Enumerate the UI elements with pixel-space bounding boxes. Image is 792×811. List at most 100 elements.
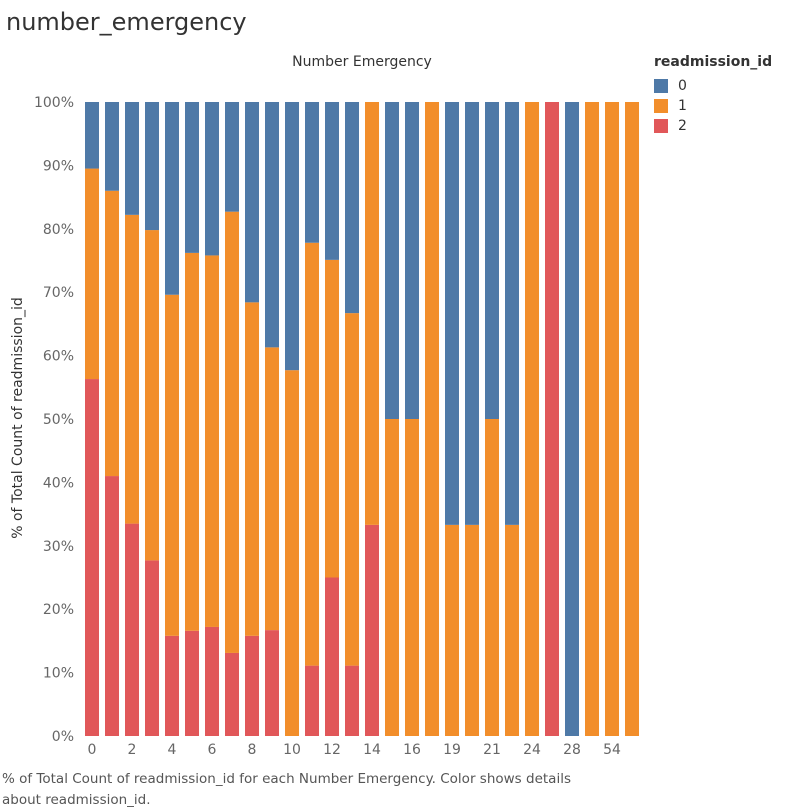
y-tick-label: 60%: [43, 349, 74, 365]
bar-segment[interactable]: 8 / 0: 31.6%: [245, 102, 259, 303]
y-tick-label: 20%: [43, 602, 74, 618]
bar-segment[interactable]: 0 / 0: 10.5%: [85, 102, 99, 169]
x-tick-label: 54: [603, 742, 621, 758]
bar-segment[interactable]: 11 / 0: 22.2%: [305, 102, 319, 243]
bar-segment[interactable]: 16 / 1: 50%: [405, 419, 419, 736]
bar-segment[interactable]: 16 / 0: 50%: [405, 102, 419, 419]
y-tick-labels: 0% 10% 20% 30% 40% 50% 60% 70% 80% 90% 100%: [34, 95, 74, 745]
legend-swatch-1: [654, 99, 668, 113]
bar-segment[interactable]: 0 / 2: 56.3%: [85, 379, 99, 736]
bar-segment[interactable]: 7 / 1: 69.6%: [225, 211, 239, 653]
x-tick-label: 16: [403, 742, 421, 758]
y-axis-label: % of Total Count of readmission_id: [10, 297, 26, 539]
bar-segment[interactable]: 54 / 1: 100%: [605, 102, 619, 736]
bar-segment[interactable]: 24 / 1: 100%: [525, 102, 539, 736]
bar-segment[interactable]: 18 / 1: 100%: [425, 102, 439, 736]
bar-segment[interactable]: 8 / 2: 15.8%: [245, 635, 259, 736]
bar-segment[interactable]: 10 / 0: 42.3%: [285, 102, 299, 371]
bar-segment[interactable]: 28 / 0: 100%: [565, 102, 579, 736]
bar-segment[interactable]: 21 / 1: 50%: [485, 419, 499, 736]
bar-segment[interactable]: 11 / 1: 66.7%: [305, 242, 319, 666]
x-tick-label: 14: [363, 742, 381, 758]
bar-segment[interactable]: 2 / 2: 33.5%: [125, 523, 139, 736]
bar-segment[interactable]: 12 / 0: 24.9%: [325, 102, 339, 260]
legend-item-0[interactable]: 0: [654, 76, 772, 96]
x-tick-label: 24: [523, 742, 541, 758]
bar-segment[interactable]: 8 / 1: 52.6%: [245, 302, 259, 636]
x-tick-label: 2: [128, 742, 137, 758]
bar-segment[interactable]: 19 / 1: 33.3%: [445, 524, 459, 736]
x-tick-label: 19: [443, 742, 461, 758]
y-tick-label: 30%: [43, 539, 74, 555]
bars: 0 / 2: 56.3%0 / 1: 33.2%0 / 0: 10.5% 1 / …: [85, 102, 639, 736]
bar-segment[interactable]: 9 / 0: 38.7%: [265, 102, 279, 348]
bar-segment[interactable]: 3 / 1: 52.1%: [145, 230, 159, 561]
legend: readmission_id 0 1 2: [654, 54, 772, 136]
y-tick-label: 70%: [43, 285, 74, 301]
bar-segment[interactable]: 15 / 0: 50%: [385, 102, 399, 419]
bar-segment[interactable]: 19 / 0: 66.7%: [445, 102, 459, 525]
bar-segment[interactable]: 13 / 2: 11.1%: [345, 665, 359, 736]
bar-segment[interactable]: 15 / 1: 50%: [385, 419, 399, 736]
bar-segment[interactable]: 3 / 0: 20.2%: [145, 102, 159, 231]
bar-segment[interactable]: 6 / 1: 58.6%: [205, 255, 219, 627]
legend-swatch-0: [654, 79, 668, 93]
bar-segment[interactable]: 7 / 2: 13.1%: [225, 652, 239, 736]
x-tick-label: 12: [323, 742, 341, 758]
x-tick-label: 0: [88, 742, 97, 758]
legend-item-2[interactable]: 2: [654, 116, 772, 136]
y-tick-label: 90%: [43, 158, 74, 174]
y-tick-label: 100%: [34, 95, 74, 111]
bar-segment[interactable]: 2 / 1: 48.7%: [125, 214, 139, 524]
bar-segment[interactable]: 0 / 1: 33.2%: [85, 168, 99, 380]
bar-segment[interactable]: 13 / 1: 55.6%: [345, 313, 359, 666]
y-tick-label: 10%: [43, 666, 74, 682]
bar-segment[interactable]: 22 / 1: 33.3%: [505, 524, 519, 736]
bar-segment[interactable]: 21 / 0: 50%: [485, 102, 499, 419]
x-tick-label: 8: [248, 742, 257, 758]
bar-segment[interactable]: 6 / 0: 24.2%: [205, 102, 219, 256]
y-tick-label: 40%: [43, 475, 74, 491]
bar-segment[interactable]: 14 / 2: 33.3%: [365, 524, 379, 736]
bar-segment[interactable]: 7 / 0: 17.3%: [225, 102, 239, 212]
bar-segment[interactable]: 5 / 0: 23.8%: [185, 102, 199, 253]
x-tick-label: 10: [283, 742, 301, 758]
y-tick-label: 0%: [52, 729, 74, 745]
bar-segment[interactable]: 37 / 1: 100%: [585, 102, 599, 736]
sheet-title: number_emergency: [6, 8, 247, 36]
bar-segment[interactable]: 14 / 1: 66.7%: [365, 102, 379, 525]
bar-segment[interactable]: 3 / 2: 27.7%: [145, 560, 159, 736]
bar-segment[interactable]: 12 / 2: 25%: [325, 577, 339, 737]
bar-segment[interactable]: 6 / 2: 17.2%: [205, 626, 219, 736]
x-tick-label: 6: [208, 742, 217, 758]
bar-segment[interactable]: 5 / 2: 16.6%: [185, 630, 199, 736]
chart-title: Number Emergency: [292, 54, 432, 70]
legend-label-1: 1: [678, 98, 687, 114]
bar-segment[interactable]: 1 / 2: 41%: [105, 476, 119, 736]
bar-segment[interactable]: 25 / 2: 100%: [545, 102, 559, 736]
bar-segment[interactable]: 64 / 1: 100%: [625, 102, 639, 736]
bar-segment[interactable]: 22 / 0: 66.7%: [505, 102, 519, 525]
bar-segment[interactable]: 5 / 1: 59.6%: [185, 252, 199, 631]
x-tick-labels: 0 2 4 6 8 10 12 14 16 19 21 24 28 54: [88, 742, 621, 758]
bar-segment[interactable]: 4 / 2: 15.8%: [165, 635, 179, 736]
y-tick-label: 50%: [43, 412, 74, 428]
bar-segment[interactable]: 20 / 1: 33.3%: [465, 524, 479, 736]
bar-segment[interactable]: 10 / 1: 57.7%: [285, 370, 299, 736]
bar-segment[interactable]: 4 / 1: 53.8%: [165, 294, 179, 636]
bar-segment[interactable]: 13 / 0: 33.3%: [345, 102, 359, 314]
x-tick-label: 28: [563, 742, 581, 758]
legend-item-1[interactable]: 1: [654, 96, 772, 116]
y-tick-label: 80%: [43, 222, 74, 238]
bar-segment[interactable]: 4 / 0: 30.4%: [165, 102, 179, 295]
legend-label-0: 0: [678, 78, 687, 94]
bar-segment[interactable]: 1 / 0: 14%: [105, 102, 119, 191]
bar-segment[interactable]: 1 / 1: 45%: [105, 190, 119, 477]
bar-segment[interactable]: 9 / 1: 44.6%: [265, 347, 279, 631]
bar-segment[interactable]: 12 / 1: 50.1%: [325, 259, 339, 578]
bar-segment[interactable]: 11 / 2: 11.1%: [305, 665, 319, 736]
bar-segment[interactable]: 9 / 2: 16.7%: [265, 630, 279, 736]
bar-segment[interactable]: 2 / 0: 17.8%: [125, 102, 139, 215]
bar-segment[interactable]: 20 / 0: 66.7%: [465, 102, 479, 525]
